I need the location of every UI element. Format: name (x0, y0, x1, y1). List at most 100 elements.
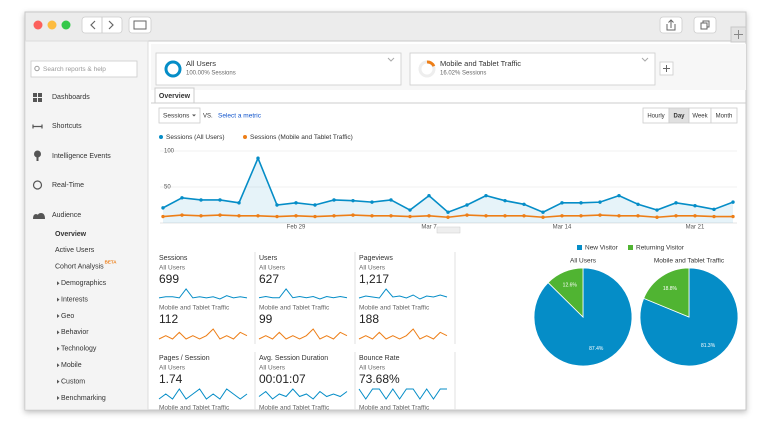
pie-title: All Users (570, 258, 597, 265)
tabs-button[interactable] (693, 16, 717, 34)
sidebar-button[interactable] (128, 16, 152, 34)
audience-item[interactable]: Mobile (61, 362, 82, 369)
audience-item[interactable]: Interests (61, 296, 88, 303)
audience-item[interactable]: Custom (61, 378, 85, 385)
data-point (237, 214, 241, 218)
data-point (351, 213, 355, 217)
data-point (693, 214, 697, 218)
segment-card[interactable] (155, 52, 402, 86)
sidebar-icon (133, 20, 147, 30)
expand-arrow (57, 314, 60, 318)
card-title: Bounce Rate (359, 355, 400, 362)
close-button[interactable] (33, 20, 43, 30)
zoom-button[interactable] (61, 20, 71, 30)
nav-item[interactable]: Shortcuts (52, 123, 82, 130)
audience-item[interactable]: Benchmarking (61, 395, 106, 402)
data-point (408, 214, 412, 219)
intelligence-icon (34, 150, 41, 158)
interval-label: Day (673, 114, 685, 120)
nav-arrows (90, 20, 114, 30)
nav-item[interactable]: Audience (52, 212, 81, 219)
segment-label: All Users (259, 265, 286, 272)
audience-icon (33, 213, 45, 219)
data-point (636, 202, 640, 206)
pie-value-label: 18.8% (663, 286, 678, 292)
sparkline (258, 328, 348, 340)
segment-label: All Users (259, 365, 286, 372)
data-point (484, 214, 488, 218)
vs-label: VS. (203, 114, 213, 120)
data-point (617, 214, 621, 218)
chart-handle[interactable] (436, 226, 461, 234)
card-title: Sessions (159, 255, 188, 262)
card-title: Users (259, 255, 278, 262)
data-point (218, 213, 222, 217)
dashboards-icon (33, 93, 42, 102)
data-point (370, 200, 374, 204)
pie-slice (643, 267, 690, 318)
interval-button[interactable] (710, 107, 738, 124)
metric-value: 627 (259, 272, 279, 286)
select-metric-link[interactable]: Select a metric (218, 113, 262, 120)
data-point (636, 214, 640, 218)
segment-label: Mobile and Tablet Traffic (259, 405, 330, 412)
nav-item[interactable]: Intelligence Events (52, 153, 111, 160)
segment-donut-share (426, 60, 436, 67)
audience-item[interactable]: Technology (61, 346, 97, 353)
sparkline (258, 288, 348, 300)
data-point (522, 214, 526, 218)
minimize-button[interactable] (47, 20, 57, 30)
data-point (541, 215, 545, 219)
data-point (275, 203, 279, 207)
segment-name: Mobile and Tablet Traffic (440, 59, 521, 68)
search-icon (34, 65, 40, 72)
data-point (351, 198, 355, 203)
data-point (731, 200, 735, 204)
data-point (598, 200, 602, 204)
interval-label: Hourly (647, 114, 664, 120)
metric-dropdown[interactable] (158, 107, 201, 124)
data-point (199, 214, 203, 218)
segment-label: Mobile and Tablet Traffic (259, 305, 330, 312)
audience-item[interactable]: Overview (55, 231, 87, 238)
data-point (313, 203, 317, 207)
sparkline (358, 328, 448, 340)
metric-value: 73.68% (359, 372, 400, 386)
nav-item[interactable]: Dashboards (52, 94, 90, 101)
search-placeholder: Search reports & help (43, 66, 106, 73)
legend-swatch (577, 245, 582, 250)
data-point (655, 208, 659, 212)
y-tick-label: 50 (164, 185, 171, 191)
legend-label: Sessions (All Users) (166, 134, 225, 141)
intelligence-icon-stem (36, 157, 39, 161)
audience-item[interactable]: Demographics (61, 280, 107, 287)
audience-item[interactable]: Active Users (55, 247, 95, 254)
expand-arrow (57, 363, 60, 368)
segment-label: All Users (159, 265, 186, 272)
data-point (579, 214, 583, 218)
data-point (370, 214, 374, 218)
audience-item[interactable]: Geo (61, 313, 74, 320)
metric-label: Sessions (163, 113, 190, 120)
sparkline (258, 388, 348, 400)
data-point (294, 214, 298, 218)
data-point (180, 213, 184, 217)
y-tick-label: 100 (164, 149, 175, 155)
expand-arrow (57, 346, 60, 351)
audience-item[interactable]: Behavior (61, 329, 89, 336)
nav-item[interactable]: Real-Time (52, 182, 84, 189)
audience-item[interactable]: Cohort Analysis (55, 264, 104, 271)
segment-card[interactable] (409, 52, 656, 86)
interval-label: Week (692, 114, 708, 120)
data-point (218, 198, 222, 202)
data-point (484, 193, 488, 198)
data-point (408, 208, 412, 212)
expand-arrow (57, 297, 60, 302)
data-point (674, 201, 678, 205)
data-point (503, 214, 507, 218)
data-point (389, 198, 393, 202)
search-box[interactable] (30, 60, 138, 78)
segment-label: All Users (359, 365, 386, 372)
tabs-icon (700, 20, 710, 30)
